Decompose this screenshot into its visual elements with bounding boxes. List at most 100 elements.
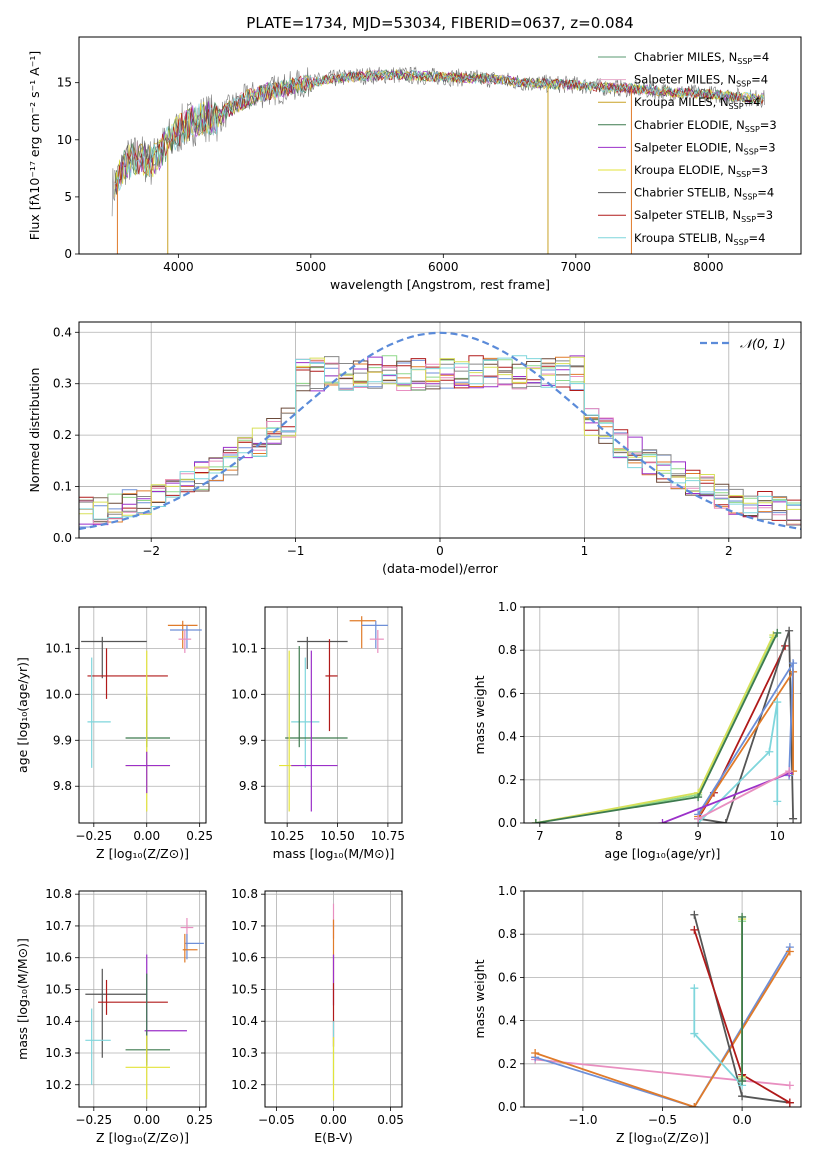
chart-weight-vs-z: −1.0 −0.5 0.0 0.0 0.2 0.4 0.6 0.8 1.0 Z [log₁₀(Z/…: [472, 884, 802, 1145]
y-tick-label: 0.0: [498, 1100, 517, 1114]
legend-label-suffix: =4: [751, 73, 768, 87]
x-tick-label: 0.05: [377, 1113, 404, 1127]
y-tick-label: 15: [57, 76, 72, 90]
legend-label: Salpeter STELIB, NSSP=3: [634, 208, 773, 224]
legend-label: Chabrier MILES, NSSP=4: [634, 50, 769, 66]
weight-line: [535, 636, 775, 823]
weight-marker: [773, 628, 782, 637]
weight-marker: [690, 925, 699, 934]
legend-label-name: Chabrier ELODIE, N: [634, 118, 745, 132]
x-axis-label: mass [log₁₀(M/M⊙)]: [273, 846, 395, 861]
y-tick-label: 0.0: [498, 816, 517, 830]
x-tick-label: 10: [770, 829, 785, 843]
legend-label-sub: SSP: [737, 57, 752, 66]
weight-marker: [694, 793, 703, 802]
weight-marker: [690, 984, 699, 993]
axes-frame: [264, 606, 403, 824]
spectrum-model-line: [114, 69, 764, 193]
x-tick-label: 8000: [693, 260, 724, 274]
legend-label-name: Chabrier MILES, N: [634, 50, 737, 64]
y-tick-label: 9.8: [239, 779, 258, 793]
plot-area: [531, 626, 798, 823]
legend-label-suffix: =4: [752, 50, 769, 64]
y-tick-label: 0.8: [498, 643, 517, 657]
legend-label-sub: SSP: [745, 125, 760, 134]
plot-area: [79, 331, 801, 531]
legend-label-suffix: =4: [757, 186, 774, 200]
x-tick-label: 7000: [561, 260, 592, 274]
plot-area: [279, 616, 388, 812]
y-tick-label: 10.7: [231, 919, 258, 933]
x-tick-label: −0.5: [648, 1113, 677, 1127]
y-tick-label: 1.0: [498, 884, 517, 898]
x-tick-label: 0.00: [133, 829, 160, 843]
y-tick-label: 10.8: [231, 887, 258, 901]
x-axis-label: age [log₁₀(age/yr)]: [605, 846, 721, 861]
legend-label-name: Kroupa ELODIE, N: [634, 163, 736, 177]
y-tick-label: 10.5: [231, 982, 258, 996]
weight-marker: [531, 1049, 540, 1057]
x-tick-label: 0.0: [733, 1113, 752, 1127]
x-tick-label: 7: [536, 829, 544, 843]
legend-label-suffix: =3: [759, 140, 776, 154]
chart-residuals: 𝒩(0, 1) −2 −1 0 1 2 0.0 0.1 0.2 0.3 0.4 (data-model…: [27, 321, 802, 576]
weight-line: [535, 1058, 790, 1087]
weight-marker: [690, 1029, 699, 1038]
y-tick-label: 10.3: [45, 1046, 72, 1060]
legend-label-name: Salpeter STELIB, N: [634, 208, 741, 222]
weight-marker: [738, 1077, 747, 1086]
y-tick-label: 10.8: [45, 887, 72, 901]
y-tick-label: 0.2: [498, 1057, 517, 1071]
legend-label-suffix: =3: [751, 163, 768, 177]
weight-line: [535, 634, 775, 823]
x-tick-label: 4000: [163, 260, 194, 274]
x-tick-label: 1: [581, 544, 589, 558]
y-axis-label: mass [log₁₀(M/M⊙)]: [15, 938, 30, 1060]
y-tick-label: 10.2: [231, 1078, 258, 1092]
axes-frame: [523, 606, 802, 824]
chart-age-vs-mass: 10.25 10.50 10.75 9.8 9.9 10.0 10.1 mass [log₁₀…: [231, 606, 405, 861]
weight-marker: [789, 814, 798, 823]
weight-marker: [785, 626, 794, 635]
x-tick-label: 6000: [428, 260, 459, 274]
weight-line: [534, 951, 791, 1107]
y-tick-label: 10.4: [45, 1014, 72, 1028]
weight-line: [534, 946, 791, 1107]
x-tick-label: 10.50: [320, 829, 354, 843]
weight-line: [697, 659, 795, 815]
weight-marker: [690, 910, 699, 919]
y-tick-label: 0.4: [53, 325, 72, 339]
weight-marker: [531, 819, 540, 823]
legend-label-suffix: =3: [760, 118, 777, 132]
y-axis-label: mass weight: [472, 675, 487, 754]
weight-marker: [738, 912, 747, 921]
weight-marker: [785, 1081, 794, 1090]
legend-label-sub: SSP: [742, 193, 757, 202]
axes-frame: [78, 36, 802, 255]
weight-marker: [721, 819, 730, 823]
weight-marker: [785, 1098, 794, 1107]
weight-marker: [765, 747, 774, 756]
y-tick-label: 10.4: [231, 1014, 258, 1028]
y-tick-label: 10.6: [231, 951, 258, 965]
chart-age-vs-z: −0.25 0.00 0.25 9.8 9.9 10.0 10.1 Z [log₁₀(Z/Z⊙…: [15, 606, 213, 861]
y-tick-label: 10: [57, 133, 72, 147]
x-tick-label: 0.25: [186, 1113, 213, 1127]
y-axis-label: mass weight: [472, 959, 487, 1038]
legend-label-sub: SSP: [736, 80, 751, 89]
legend-label-name: Chabrier STELIB, N: [634, 186, 742, 200]
weight-line: [697, 701, 779, 823]
legend-label-name: Kroupa STELIB, N: [634, 231, 734, 245]
chart-weight-vs-age: 7 8 9 10 0.0 0.2 0.4 0.6 0.8 1.0 age [log₁₀(age/yr…: [472, 600, 802, 861]
x-tick-label: 0.00: [133, 1113, 160, 1127]
weight-marker: [694, 814, 703, 823]
x-tick-label: 0.25: [186, 829, 213, 843]
legend-label-sub: SSP: [744, 147, 759, 156]
normal-curve: [79, 331, 801, 531]
legend-label-sub: SSP: [729, 102, 744, 111]
y-tick-label: 0.4: [498, 730, 517, 744]
weight-marker: [773, 797, 782, 806]
weight-marker: [658, 819, 667, 823]
y-tick-label: 10.5: [45, 982, 72, 996]
